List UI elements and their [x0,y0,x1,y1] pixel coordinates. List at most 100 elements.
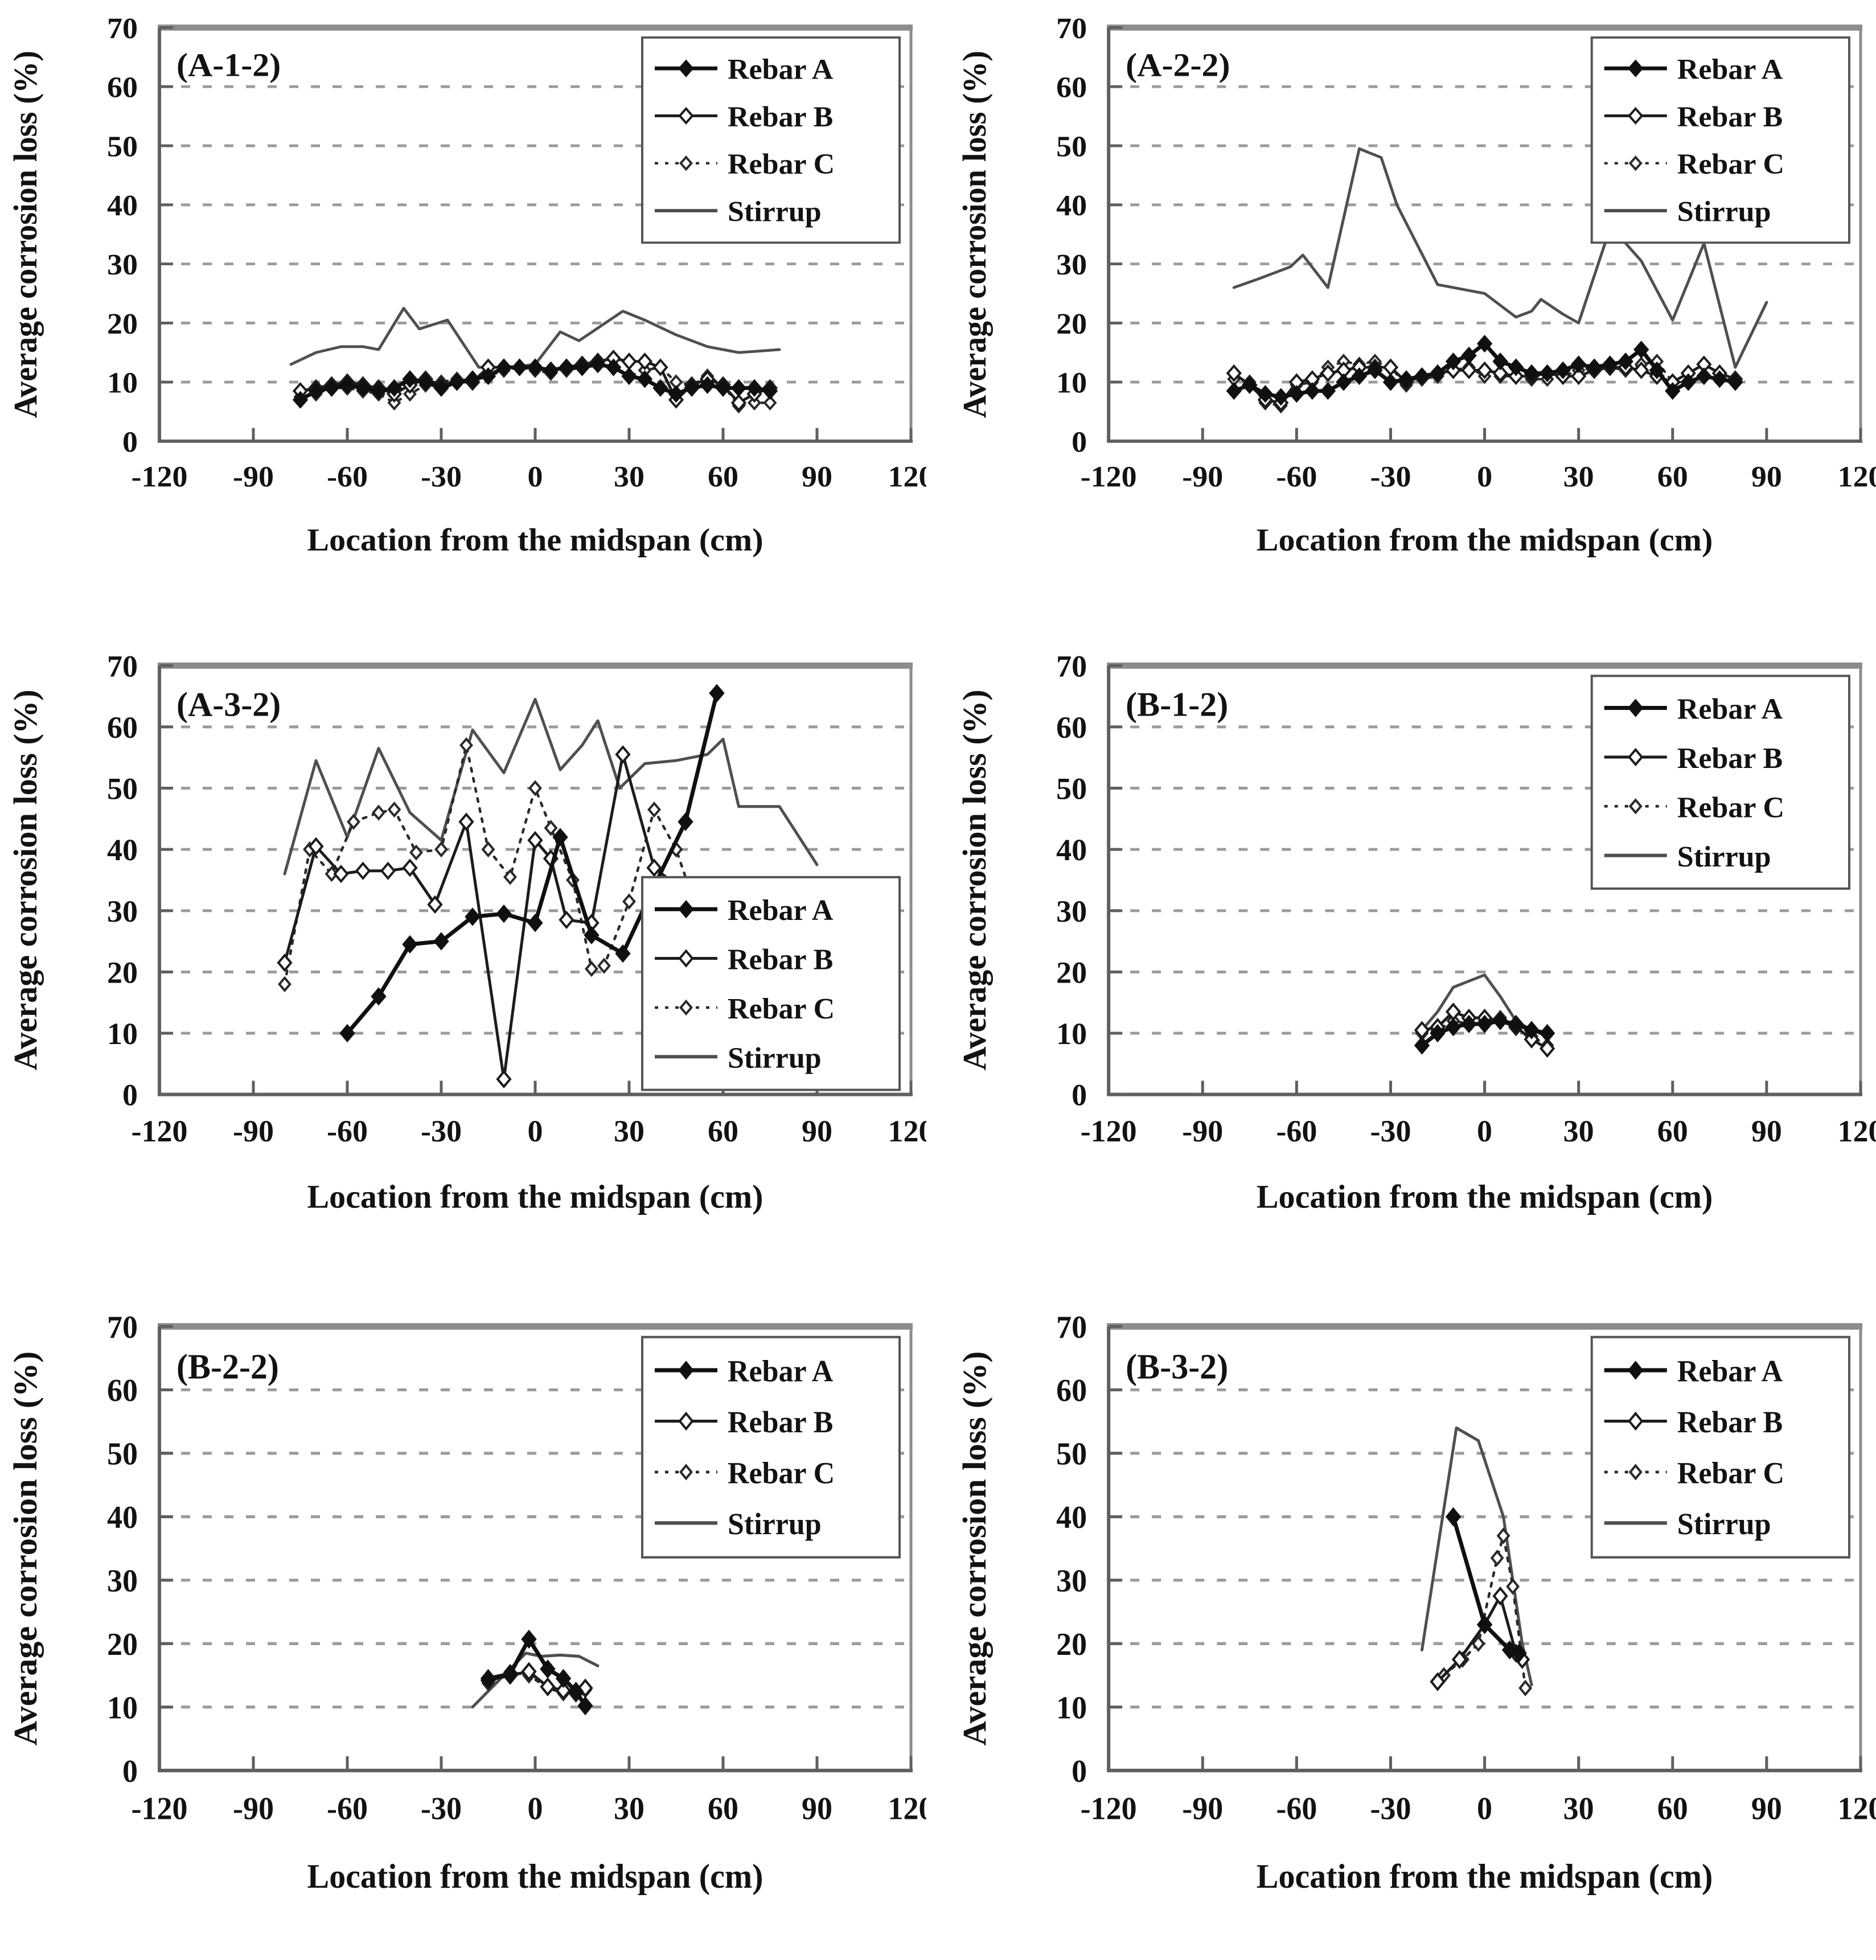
legend-label-rebar_b: Rebar B [728,943,833,976]
legend-marker-rebar_c-icon [679,155,693,171]
chart-svg-B-2-2: 0 10 20 30 40 50 60 70 -120 -90 -60 -30 0 30 60 90 120 Lo… [7,1309,926,1896]
series-lines [289,307,781,414]
y-tick-label: 0 [1072,1078,1087,1112]
legend-label-rebar_a: Rebar A [1677,1355,1783,1388]
y-tick-label: 50 [1056,771,1087,806]
y-tick-label: 40 [107,190,138,222]
axis-ticks: 0 10 20 30 40 50 60 70 -120 -90 -60 -30 0 30 60 90 120 [107,1309,926,1826]
x-tick-label: -60 [1276,1790,1317,1826]
chart-panel-a-1-2: 0 10 20 30 40 50 60 70 -120 -90 -60 -30 0 30 60 90 120 Lo… [0,0,926,618]
x-tick-label: 120 [1837,1114,1876,1148]
axis-ticks: 0 10 20 30 40 50 60 70 -120 -90 -60 -30 0 30 60 90 120 [1056,1309,1876,1826]
x-tick-label: -30 [421,1790,462,1826]
x-tick-label: -120 [1081,460,1137,493]
x-tick-label: 60 [708,1114,738,1148]
y-tick-label: 40 [1056,1499,1087,1535]
x-axis-title: Location from the midspan (cm) [307,523,763,558]
y-tick-label: 20 [107,1626,138,1662]
x-tick-label: 120 [888,1114,926,1148]
y-tick-label: 10 [107,367,138,399]
y-tick-label: 60 [1056,71,1087,104]
axis-ticks: 0 10 20 30 40 50 60 70 -120 -90 -60 -30 0 30 60 90 120 [1056,649,1876,1148]
x-tick-label: 60 [1657,1114,1688,1148]
legend-box: Rebar A Rebar B Rebar C Stirrup [1590,36,1850,244]
x-tick-label: -120 [132,1790,188,1826]
y-axis-title: Average corrosion loss (%) [956,689,993,1070]
x-tick-label: -30 [1370,1114,1411,1148]
chart-svg-A-2-2: 0 10 20 30 40 50 60 70 -120 -90 -60 -30 0 30 60 90 120 Lo… [957,12,1876,558]
x-tick-label: -120 [132,1114,188,1148]
y-tick-label: 50 [107,130,138,163]
series-rebar_a-markers [1445,1507,1527,1663]
series-stirrup-line [1232,147,1768,369]
y-tick-label: 0 [122,1078,138,1112]
legend-marker-rebar_c-icon [1628,1464,1643,1481]
y-axis-title: Average corrosion loss (%) [7,689,44,1070]
legend-label-rebar_a: Rebar A [1677,54,1783,85]
x-tick-label: -30 [1370,460,1411,493]
y-tick-label: 20 [1056,1626,1087,1662]
plot-frame [158,1323,913,1773]
x-tick-label: -90 [233,461,274,493]
series-rebar_a-markers [480,1629,593,1716]
legend-marker-rebar_c-icon [1628,798,1643,815]
y-tick-label: 10 [1056,1017,1087,1051]
x-tick-label: 90 [802,1790,832,1826]
legend-box: Rebar A Rebar B Rebar C Stirrup [1590,675,1850,890]
x-tick-label: -90 [233,1114,274,1148]
y-tick-label: 70 [1056,649,1087,683]
y-tick-label: 70 [107,1309,138,1345]
chart-panel-b-1-2: 0 10 20 30 40 50 60 70 -120 -90 -60 -30 0 30 60 90 120 Lo… [949,637,1876,1277]
series-lines [1226,147,1768,414]
y-tick-label: 0 [122,1753,138,1789]
y-tick-label: 0 [1072,425,1087,458]
y-tick-label: 30 [1056,248,1087,281]
x-tick-label: 30 [1563,460,1594,493]
panel-label: (A-1-2) [176,47,281,84]
chart-panel-b-2-2: 0 10 20 30 40 50 60 70 -120 -90 -60 -30 0 30 60 90 120 Lo… [0,1297,926,1960]
x-tick-label: -90 [233,1790,274,1826]
legend-box: Rebar A Rebar B Rebar C Stirrup [641,36,901,244]
y-tick-label: 10 [107,1017,138,1051]
series-rebar_c-line [283,743,771,986]
panel-label: (B-3-2) [1126,1347,1228,1387]
legend-label-rebar_c: Rebar C [728,993,835,1025]
legend-marker-rebar_c-icon [679,999,693,1016]
y-tick-label: 20 [1056,307,1087,340]
legend-marker-rebar_a-icon [1628,59,1644,77]
y-tick-label: 40 [1056,833,1087,867]
panel-label: (B-1-2) [1126,686,1228,724]
legend-label-stirrup: Stirrup [728,1507,822,1541]
series-lines [1421,1426,1533,1696]
x-tick-label: -90 [1182,1114,1223,1148]
legend-marker-rebar_b-icon [678,949,694,968]
x-tick-label: -120 [1081,1114,1137,1148]
axis-ticks: 0 10 20 30 40 50 60 70 -120 -90 -60 -30 0 30 60 90 120 [107,13,926,494]
legend-label-rebar_b: Rebar B [1677,742,1783,775]
legend-label-rebar_b: Rebar B [728,1406,833,1439]
y-tick-label: 70 [107,649,138,683]
x-tick-label: 0 [528,1790,543,1826]
panel-label: (A-3-2) [176,685,281,724]
x-tick-label: -60 [1276,460,1317,493]
x-tick-label: 30 [614,1790,645,1826]
x-tick-label: 30 [614,461,645,493]
legend-label-rebar_b: Rebar B [1677,1406,1783,1439]
x-tick-label: 90 [1751,1790,1782,1826]
series-lines [277,684,819,1088]
legend-label-rebar_a: Rebar A [728,1355,833,1388]
chart-panel-b-3-2: 0 10 20 30 40 50 60 70 -120 -90 -60 -30 0 30 60 90 120 Lo… [949,1297,1876,1960]
chart-svg-A-1-2: 0 10 20 30 40 50 60 70 -120 -90 -60 -30 0 30 60 90 120 Lo… [7,13,926,558]
x-tick-label: 0 [527,1114,543,1148]
legend-label-rebar_c: Rebar C [728,1457,835,1490]
legend-label-rebar_c: Rebar C [1677,149,1784,180]
y-tick-label: 30 [107,1563,138,1599]
x-tick-label: -120 [1081,1790,1137,1826]
x-tick-label: 120 [1837,460,1876,493]
x-tick-label: 120 [888,461,926,493]
gridlines [159,85,911,384]
x-tick-label: -60 [327,1114,368,1148]
y-tick-label: 50 [1056,1436,1087,1472]
legend-marker-rebar_a-icon [1628,1361,1644,1380]
